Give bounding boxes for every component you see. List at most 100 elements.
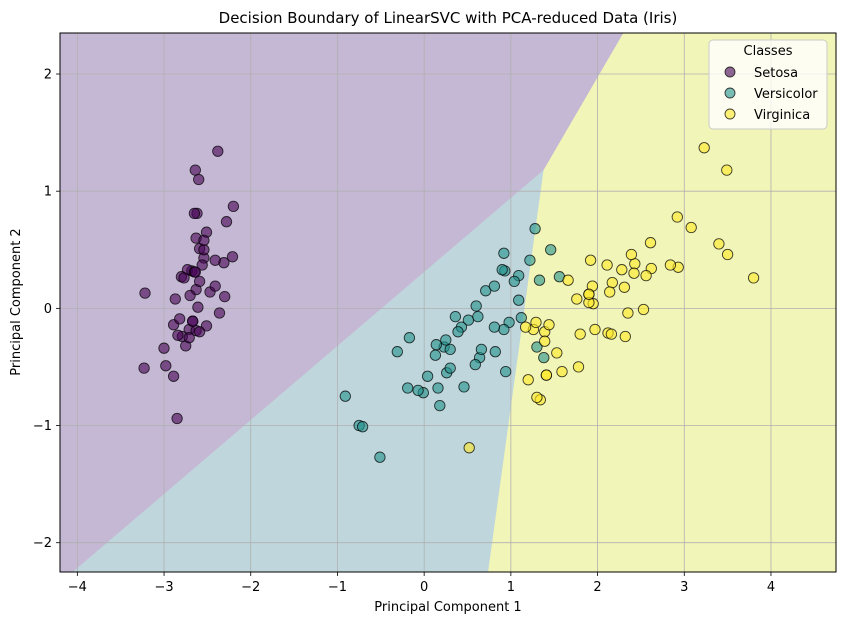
- y-axis-label: Principal Component 2: [9, 228, 24, 375]
- point-virginica: [618, 281, 631, 293]
- point-versicolor: [458, 381, 470, 393]
- point-virginica: [640, 269, 652, 282]
- point-versicolor: [444, 343, 456, 356]
- point-setosa: [193, 326, 206, 338]
- point-setosa: [219, 290, 231, 303]
- point-virginica: [543, 319, 555, 331]
- point-setosa: [212, 145, 224, 157]
- point-versicolor: [488, 321, 501, 333]
- point-setosa: [160, 360, 172, 372]
- point-versicolor: [533, 274, 546, 286]
- point-virginica: [685, 221, 697, 234]
- point-setosa: [196, 259, 208, 271]
- point-versicolor: [452, 326, 464, 338]
- y-tick-label: −1: [33, 419, 52, 434]
- point-virginica: [574, 328, 586, 340]
- point-versicolor: [475, 343, 488, 356]
- point-versicolor: [403, 332, 416, 344]
- point-setosa: [189, 266, 201, 278]
- x-tick-label: −4: [68, 580, 87, 595]
- point-setosa: [209, 254, 221, 266]
- point-setosa: [220, 216, 233, 228]
- point-virginica: [713, 238, 725, 250]
- point-versicolor: [429, 349, 442, 361]
- point-setosa: [171, 412, 183, 425]
- legend-marker-setosa: [724, 66, 736, 78]
- point-virginica: [583, 288, 595, 300]
- point-virginica: [671, 211, 683, 223]
- point-virginica: [589, 323, 601, 336]
- legend: Classes Setosa Versicolor Virginica: [708, 39, 828, 130]
- point-virginica: [747, 272, 760, 284]
- point-setosa: [227, 200, 240, 213]
- point-virginica: [531, 391, 543, 404]
- y-tick-label: 0: [44, 302, 52, 317]
- point-setosa: [213, 307, 226, 319]
- point-setosa: [158, 342, 170, 354]
- point-versicolor: [356, 421, 369, 433]
- point-virginica: [551, 347, 563, 359]
- point-virginica: [622, 307, 634, 319]
- point-virginica: [540, 369, 553, 381]
- point-virginica: [522, 374, 534, 386]
- y-tick-label: 2: [44, 68, 52, 83]
- point-setosa: [138, 362, 150, 374]
- point-virginica: [572, 361, 585, 373]
- point-setosa: [193, 275, 206, 288]
- legend-label-virginica: Virginica: [754, 108, 810, 123]
- x-tick-label: −1: [328, 580, 347, 595]
- point-setosa: [187, 315, 199, 327]
- point-virginica: [698, 142, 710, 154]
- point-versicolor: [402, 382, 414, 394]
- point-setosa: [139, 287, 151, 299]
- point-setosa: [198, 234, 210, 247]
- x-tick-label: 2: [593, 580, 601, 595]
- point-versicolor: [508, 275, 520, 288]
- point-virginica: [571, 293, 583, 305]
- point-virginica: [519, 321, 532, 333]
- point-versicolor: [515, 312, 527, 324]
- x-tick-label: 3: [680, 580, 688, 595]
- point-setosa: [189, 164, 201, 176]
- x-tick-label: 1: [507, 580, 515, 595]
- point-setosa: [188, 207, 201, 220]
- point-virginica: [601, 259, 613, 271]
- point-virginica: [463, 442, 475, 454]
- point-versicolor: [434, 399, 446, 412]
- point-versicolor: [529, 223, 541, 235]
- plot-frame: [59, 32, 837, 573]
- point-setosa: [193, 173, 205, 186]
- chart-title: Decision Boundary of LinearSVC with PCA-…: [219, 9, 678, 27]
- y-axis-ticks: −2 −1 0 1 2: [33, 68, 60, 551]
- point-setosa: [192, 301, 204, 313]
- point-setosa: [209, 280, 221, 292]
- point-versicolor: [480, 285, 492, 297]
- point-virginica: [644, 237, 657, 249]
- point-virginica: [637, 303, 650, 316]
- point-virginica: [584, 254, 597, 266]
- point-setosa: [198, 244, 210, 256]
- point-versicolor: [391, 346, 403, 358]
- point-virginica: [606, 276, 618, 289]
- point-virginica: [619, 330, 631, 343]
- x-tick-label: −3: [154, 580, 173, 595]
- y-tick-label: 1: [44, 185, 52, 200]
- point-versicolor: [545, 244, 557, 256]
- point-virginica: [605, 328, 618, 340]
- point-versicolor: [440, 334, 452, 346]
- x-axis-label: Principal Component 1: [374, 600, 521, 615]
- legend-marker-versicolor: [724, 87, 736, 99]
- point-setosa: [183, 332, 195, 344]
- x-tick-label: −2: [241, 580, 260, 595]
- point-versicolor: [489, 346, 501, 358]
- point-setosa: [174, 313, 186, 325]
- legend-label-setosa: Setosa: [754, 66, 798, 81]
- point-setosa: [169, 293, 181, 305]
- point-versicolor: [538, 351, 550, 364]
- x-axis-ticks: −4 −3 −2 −1 0 1 2 3 4: [68, 572, 775, 595]
- scatter-points: [138, 142, 760, 463]
- point-setosa: [167, 370, 180, 382]
- legend-title: Classes: [744, 44, 793, 59]
- point-setosa: [178, 272, 190, 284]
